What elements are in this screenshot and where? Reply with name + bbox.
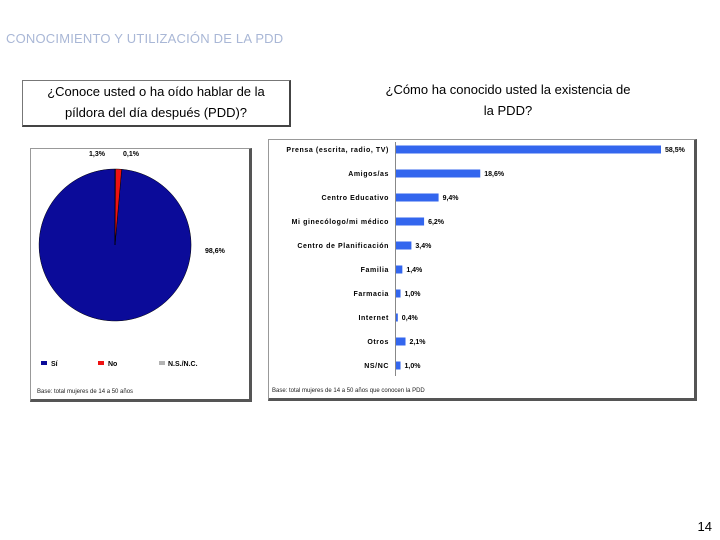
bar-value-label: 1,0% [405, 363, 422, 370]
bar-base-note: Base: total mujeres de 14 a 50 años que … [272, 388, 425, 394]
bar [396, 337, 406, 346]
bar-question-line1: ¿Cómo ha conocido usted la existencia de [385, 82, 631, 97]
legend-swatch-si [41, 361, 47, 365]
pie-question-box: ¿Conoce usted o ha oído hablar de la píl… [22, 80, 291, 127]
legend-label-si: Sí [51, 361, 59, 368]
bar [396, 241, 412, 250]
bar-category-label: Internet [359, 315, 390, 322]
bar [396, 265, 403, 274]
bar-category-label: NS/NC [364, 363, 389, 370]
bar-value-label: 3,4% [415, 243, 432, 250]
bar-category-label: Familia [361, 267, 389, 274]
bar [396, 169, 481, 178]
bar-category-label: Mi ginecólogo/mi médico [292, 219, 389, 226]
bar-category-label: Amigos/as [348, 171, 389, 178]
bar-value-label: 1,0% [405, 291, 422, 298]
bar-category-label: Centro Educativo [321, 195, 389, 202]
bar-value-label: 58,5% [665, 147, 686, 154]
bar-value-label: 0,4% [402, 315, 419, 322]
pie-base-note: Base: total mujeres de 14 a 50 años [37, 389, 134, 395]
bar [396, 361, 401, 370]
pie-question-line1: ¿Conoce usted o ha oído hablar de la [47, 84, 265, 99]
pie-label-no: 1,3% [89, 151, 106, 158]
pie-chart-panel: 1,3% 0,1% 98,6% Sí No N.S./N.C. Base: to… [30, 148, 252, 402]
legend-swatch-no [98, 361, 104, 365]
bar [396, 193, 439, 202]
bar-question-box: ¿Cómo ha conocido usted la existencia de… [356, 79, 660, 123]
bar-value-label: 6,2% [428, 219, 445, 226]
bar-value-label: 1,4% [406, 267, 423, 274]
bar [396, 289, 401, 298]
pie-label-nsnc: 0,1% [123, 151, 140, 158]
slide-title: CONOCIMIENTO Y UTILIZACIÓN DE LA PDD [6, 31, 284, 46]
legend-label-no: No [108, 361, 117, 368]
pie-question-line2: píldora del día después (PDD)? [64, 105, 248, 120]
bar [396, 145, 661, 154]
pie-label-si: 98,6% [205, 248, 226, 255]
bar-value-label: 9,4% [443, 195, 460, 202]
bar [396, 217, 425, 226]
bar-category-label: Prensa (escrita, radio, TV) [286, 147, 389, 154]
legend-label-nsnc: N.S./N.C. [168, 361, 198, 368]
pie-chart: 1,3% 0,1% 98,6% Sí No N.S./N.C. [38, 151, 226, 368]
legend-swatch-nsnc [159, 361, 165, 365]
bar-category-label: Otros [367, 339, 389, 346]
bar-question-line2: la PDD? [483, 103, 533, 118]
bar-category-label: Farmacia [353, 291, 389, 298]
bar-chart: Prensa (escrita, radio, TV) 58,5% Amigos/a… [286, 142, 686, 376]
bar-value-label: 2,1% [410, 339, 427, 346]
bar-category-label: Centro de Planificación [297, 243, 389, 250]
bar [396, 313, 398, 322]
bar-value-label: 18,6% [484, 171, 505, 178]
page-number: 14 [697, 519, 712, 534]
bar-chart-panel: Prensa (escrita, radio, TV) 58,5% Amigos/a… [268, 139, 697, 401]
